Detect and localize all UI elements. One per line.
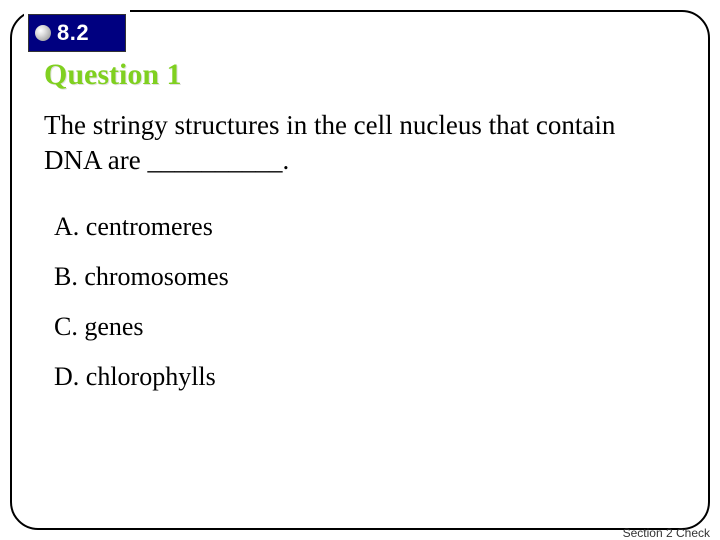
option-c-text: genes	[84, 312, 143, 341]
content-area: Question 1 The stringy structures in the…	[44, 58, 676, 412]
option-b-text: chromosomes	[84, 262, 228, 291]
section-number: 8.2	[57, 20, 89, 46]
option-c-letter: C	[54, 312, 71, 341]
option-d: D. chlorophylls	[54, 362, 676, 392]
option-a-letter: A	[54, 212, 73, 241]
option-d-text: chlorophylls	[86, 362, 216, 391]
option-a: A. centromeres	[54, 212, 676, 242]
option-d-letter: D	[54, 362, 73, 391]
bullet-icon	[35, 25, 51, 41]
question-prompt: The stringy structures in the cell nucle…	[44, 108, 676, 178]
option-b: B. chromosomes	[54, 262, 676, 292]
option-a-text: centromeres	[86, 212, 213, 241]
options-list: A. centromeres B. chromosomes C. genes D…	[44, 212, 676, 392]
section-badge: 8.2	[28, 14, 126, 52]
question-title: Question 1	[44, 58, 676, 92]
option-b-letter: B	[54, 262, 71, 291]
footer-text: Section 2 Check	[623, 526, 710, 540]
option-c: C. genes	[54, 312, 676, 342]
